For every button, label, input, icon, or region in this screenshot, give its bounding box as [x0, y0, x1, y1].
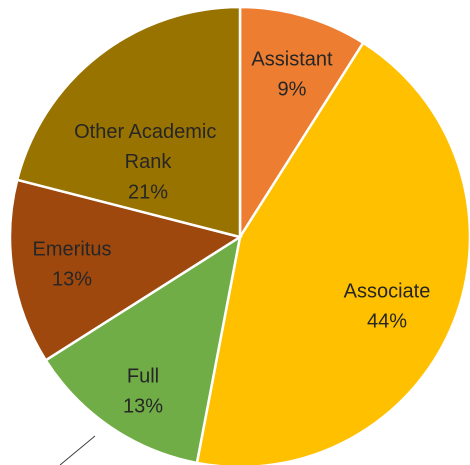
pie-slice [195, 41, 470, 465]
slice-value-label: 13% [123, 395, 163, 417]
slice-value-label: 9% [278, 78, 307, 100]
pie-slice [238, 5, 365, 242]
pie-slice [44, 234, 242, 465]
labels: Assistant 9% Associate 44% Full 13% Emeritus 13… [33, 48, 431, 417]
slice-label: Other Academic Rank [74, 121, 222, 173]
slice-label: Assistant [251, 48, 333, 70]
slice-value-label: 44% [367, 310, 407, 332]
pie-slice [15, 5, 242, 239]
slice-value-label: 13% [52, 268, 92, 290]
slice-label: Associate [344, 280, 431, 302]
leader-line [59, 435, 96, 465]
slice-value-label: 21% [128, 181, 168, 203]
slice-label: Emeritus [33, 238, 112, 260]
slices [8, 5, 470, 465]
pie-slice [8, 178, 244, 362]
slice-label: Full [127, 365, 159, 387]
